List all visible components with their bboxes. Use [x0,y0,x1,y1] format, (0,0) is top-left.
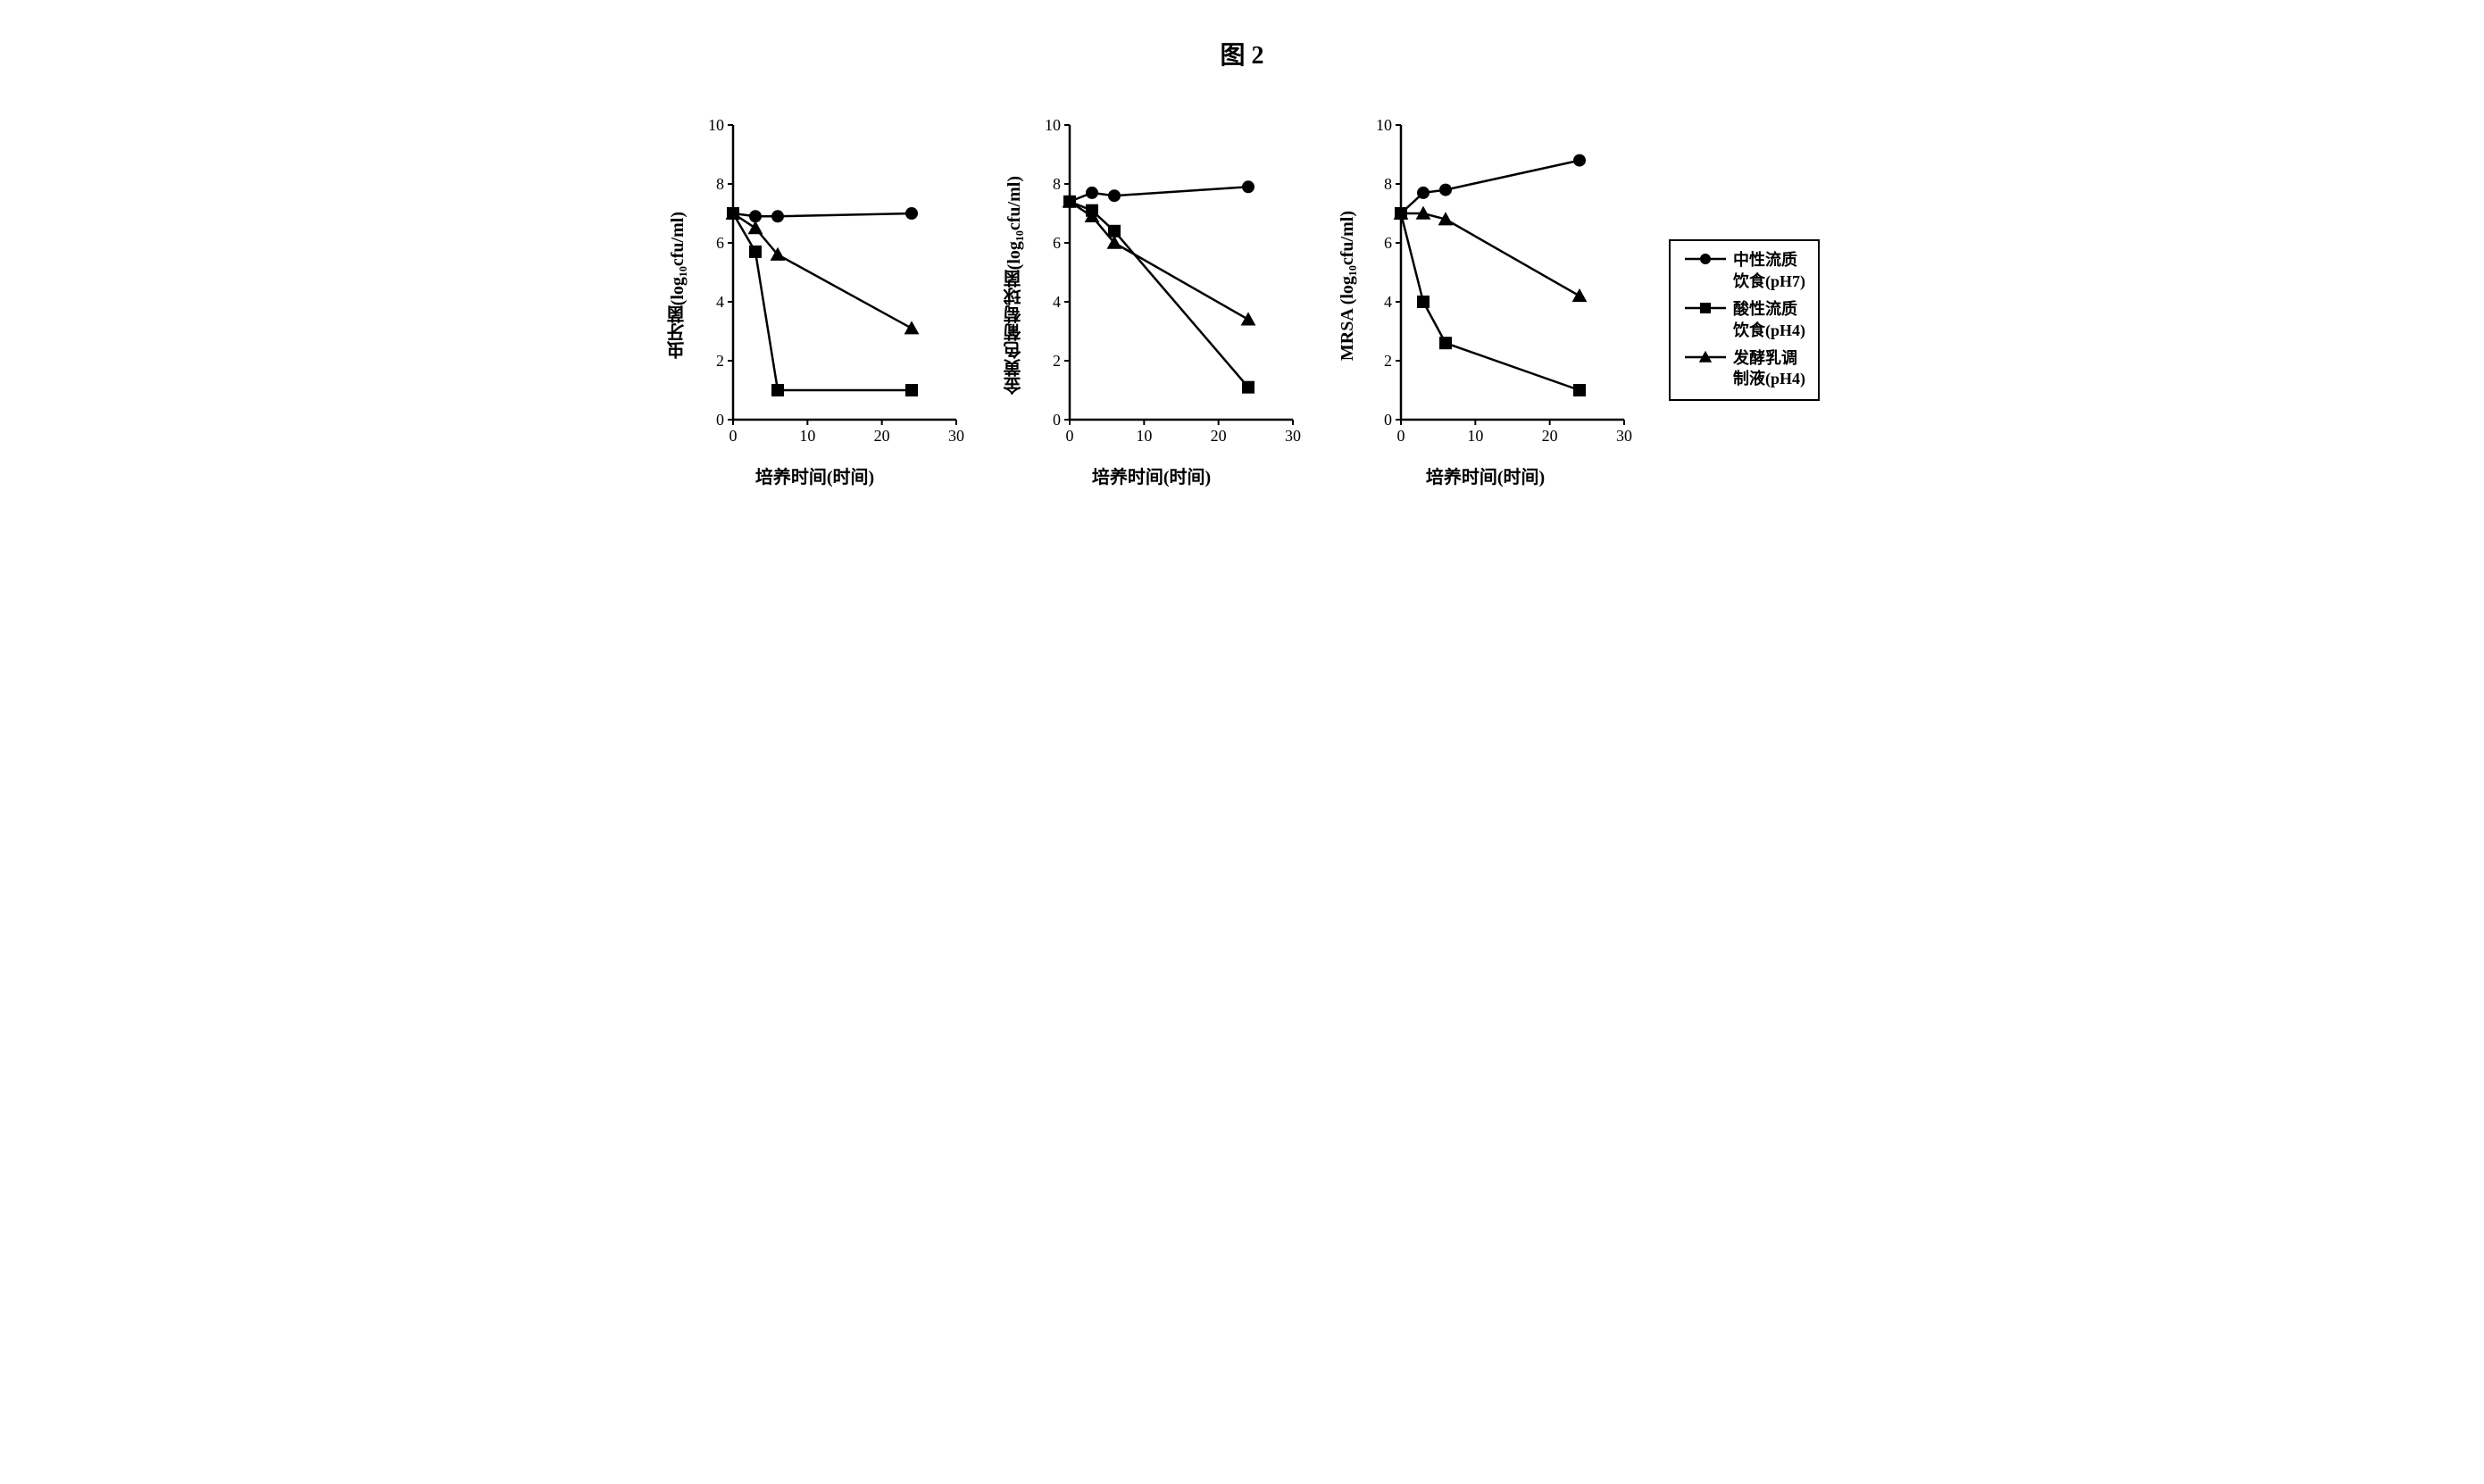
svg-text:4: 4 [716,293,724,311]
svg-text:0: 0 [1066,427,1074,445]
svg-text:30: 30 [1285,427,1301,445]
legend-marker-triangle [1683,348,1728,366]
legend-label-circle-1: 中性流质 [1733,251,1797,269]
svg-text:8: 8 [1384,175,1392,193]
chart-1-xlabel: 培养时间(时间) [755,463,874,488]
svg-text:20: 20 [1211,427,1227,445]
svg-text:30: 30 [948,427,964,445]
chart-2-ylabel: 金黄色葡萄球菌(log₁₀cfu/ml) [1001,176,1027,395]
legend-label-triangle-1: 发酵乳调 [1733,349,1797,367]
figure-title: 图 2 [36,36,2448,71]
legend-marker-square [1683,299,1728,317]
svg-text:6: 6 [1384,234,1392,252]
svg-text:20: 20 [1542,427,1558,445]
svg-text:10: 10 [1045,116,1061,134]
svg-text:10: 10 [799,427,815,445]
legend: 中性流质 饮食(pH7) 酸性流质 饮食(pH4) 发酵乳调 制液(pH4) [1669,239,1820,400]
chart-3-xlabel: 培养时间(时间) [1426,463,1545,488]
legend-label-square-2: 饮食(pH4) [1733,321,1805,339]
svg-text:4: 4 [1384,293,1392,311]
chart-2-svg: 0 2 4 6 8 10 0 10 20 30 [1034,116,1302,455]
svg-text:4: 4 [1053,293,1061,311]
svg-text:10: 10 [708,116,724,134]
legend-item-square: 酸性流质 饮食(pH4) [1683,299,1805,341]
legend-marker-circle [1683,250,1728,268]
svg-text:30: 30 [1616,427,1632,445]
chart-3: MRSA (log₁₀cfu/ml) 0 2 4 6 8 10 0 10 20 30 培养时间(时… [1338,116,1633,488]
legend-label-square-1: 酸性流质 [1733,300,1797,318]
svg-text:0: 0 [1397,427,1405,445]
svg-text:2: 2 [1384,352,1392,370]
legend-label-circle-2: 饮食(pH7) [1733,272,1805,290]
chart-1: 虫牙菌(log₁₀cfu/ml) 0 2 4 6 8 10 0 10 20 30 培养时间(时间) [664,116,965,488]
svg-text:0: 0 [716,411,724,429]
svg-text:6: 6 [716,234,724,252]
svg-text:2: 2 [716,352,724,370]
svg-text:20: 20 [874,427,890,445]
chart-3-ylabel: MRSA (log₁₀cfu/ml) [1338,211,1358,361]
legend-item-circle: 中性流质 饮食(pH7) [1683,250,1805,292]
svg-text:10: 10 [1136,427,1152,445]
svg-text:10: 10 [1467,427,1483,445]
charts-container: 虫牙菌(log₁₀cfu/ml) 02468100102030 培养时间(时间)… [36,116,2448,488]
svg-text:0: 0 [1384,411,1392,429]
svg-text:8: 8 [716,175,724,193]
svg-text:2: 2 [1053,352,1061,370]
svg-text:8: 8 [1053,175,1061,193]
chart-1-ylabel: 虫牙菌(log₁₀cfu/ml) [664,212,690,359]
legend-label-triangle-2: 制液(pH4) [1733,370,1805,388]
chart-2: 金黄色葡萄球菌(log₁₀cfu/ml) 0 2 4 6 8 10 0 10 20 30 培养时间… [1001,116,1302,488]
chart-3-svg: 0 2 4 6 8 10 0 10 20 30 [1365,116,1633,455]
svg-text:0: 0 [1053,411,1061,429]
legend-item-triangle: 发酵乳调 制液(pH4) [1683,348,1805,390]
svg-text:10: 10 [1376,116,1392,134]
chart-1-svg: 0 2 4 6 8 10 0 10 20 30 [697,116,965,455]
chart-2-xlabel: 培养时间(时间) [1092,463,1211,488]
svg-text:6: 6 [1053,234,1061,252]
svg-text:0: 0 [729,427,738,445]
